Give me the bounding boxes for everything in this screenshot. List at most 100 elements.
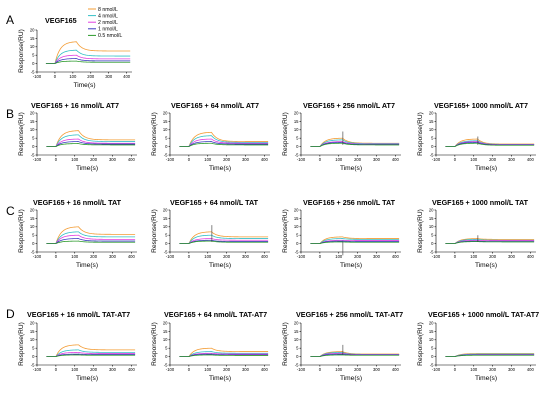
y-tick-label: 20 [30, 320, 35, 325]
y-tick-label: 0 [296, 354, 299, 359]
x-tick-label: -100 [432, 367, 441, 372]
panel-title: VEGF165 + 16 nmol/L TAT [33, 198, 122, 207]
y-axis-label: Response(RU) [18, 112, 25, 156]
x-axis-label: Time(s) [73, 82, 95, 89]
x-tick-label: 200 [223, 157, 231, 162]
panel-title: VEGF165 [45, 16, 77, 25]
y-tick-label: -5 [295, 362, 299, 367]
chart-panel: C VEGF165 + 16 nmol/L TAT -5 0 5 10 15 20 -100 0 1… [6, 198, 137, 269]
series-line-0-5-nmol-l [445, 241, 535, 244]
x-tick-label: 100 [71, 254, 79, 259]
x-tick-label: 200 [354, 367, 362, 372]
chart-panel: B VEGF165 + 16 nmol/L AT7 -5 0 5 10 15 20 -100 0 1… [6, 101, 137, 172]
panel-title: VEGF165 + 256 nmol/L TAT [303, 198, 396, 207]
x-tick-label: -100 [33, 74, 42, 79]
x-tick-label: 300 [105, 74, 113, 79]
x-tick-label: 0 [55, 367, 58, 372]
x-tick-label: 200 [223, 254, 231, 259]
y-axis-label: Response(RU) [151, 209, 158, 253]
y-tick-label: 20 [30, 27, 35, 32]
x-tick-label: 100 [71, 367, 79, 372]
x-axis-label: Time(s) [340, 262, 362, 269]
y-tick-label: 20 [30, 110, 35, 115]
y-tick-label: 0 [32, 144, 35, 149]
y-axis-label: Response(RU) [18, 29, 25, 73]
series-line-4-nmol-l [179, 234, 269, 244]
y-tick-label: 10 [429, 127, 434, 132]
x-tick-label: 0 [319, 254, 322, 259]
x-tick-label: -100 [166, 254, 175, 259]
legend: 8 nmol/L4 nmol/L2 nmol/L1 nmol/L0.5 nmol… [88, 7, 122, 39]
y-tick-label: 20 [294, 320, 299, 325]
x-tick-label: -100 [33, 367, 42, 372]
y-tick-label: -5 [31, 362, 35, 367]
y-tick-label: 0 [165, 354, 168, 359]
series-line-8-nmol-l [46, 130, 136, 147]
x-tick-label: 400 [128, 254, 136, 259]
x-tick-label: 100 [335, 367, 343, 372]
y-tick-label: 5 [431, 136, 434, 141]
x-tick-label: 200 [354, 254, 362, 259]
x-tick-label: 300 [508, 254, 516, 259]
y-tick-label: -5 [430, 362, 434, 367]
y-tick-label: 0 [165, 241, 168, 246]
x-tick-label: -100 [297, 367, 306, 372]
y-tick-label: 5 [32, 53, 35, 58]
y-tick-label: -5 [295, 152, 299, 157]
x-tick-label: 400 [392, 157, 400, 162]
y-axis-label: Response(RU) [282, 322, 289, 366]
y-tick-label: 10 [163, 337, 168, 342]
y-tick-label: 5 [431, 346, 434, 351]
x-tick-label: 200 [489, 254, 497, 259]
x-tick-label: 200 [489, 157, 497, 162]
legend-label: 2 nmol/L [98, 20, 118, 26]
series-line-8-nmol-l [179, 131, 269, 147]
y-tick-label: 0 [431, 144, 434, 149]
series-line-4-nmol-l [46, 231, 136, 244]
y-tick-label: 15 [294, 329, 299, 334]
x-tick-label: 200 [354, 157, 362, 162]
x-tick-label: 400 [261, 157, 269, 162]
chart-panel: VEGF165 + 1000 nmol/L TAT -5 0 5 10 15 20 -100 0… [417, 198, 536, 269]
series-line-0-5-nmol-l [179, 142, 269, 147]
y-tick-label: 5 [431, 233, 434, 238]
x-tick-label: 300 [242, 157, 250, 162]
y-tick-label: 15 [429, 329, 434, 334]
legend-label: 4 nmol/L [98, 13, 118, 19]
x-tick-label: -100 [33, 254, 42, 259]
y-tick-label: 15 [163, 216, 168, 221]
panel-label: B [6, 107, 14, 121]
series-line-1-nmol-l [179, 353, 269, 357]
y-tick-label: 10 [294, 337, 299, 342]
series-line-4-nmol-l [45, 49, 131, 64]
series-line-2-nmol-l [46, 138, 136, 147]
series-line-1-nmol-l [46, 141, 136, 147]
panel-title: VEGF165 + 16 nmol/L TAT-AT7 [27, 310, 130, 319]
y-axis-label: Response(RU) [151, 322, 158, 366]
x-tick-label: 100 [470, 367, 478, 372]
x-tick-label: 0 [188, 254, 191, 259]
x-tick-label: -100 [33, 157, 42, 162]
series-line-8-nmol-l [45, 41, 131, 64]
y-tick-label: 10 [294, 224, 299, 229]
x-tick-label: 400 [123, 74, 131, 79]
series-line-0-5-nmol-l [46, 240, 136, 244]
y-tick-label: -5 [164, 152, 168, 157]
series-line-8-nmol-l [179, 347, 269, 357]
x-tick-label: 0 [55, 254, 58, 259]
series-line-0-5-nmol-l [46, 354, 136, 357]
series-line-8-nmol-l [179, 231, 269, 244]
y-tick-label: -5 [31, 152, 35, 157]
series-line-4-nmol-l [46, 134, 136, 147]
chart-panel: VEGF165 + 1000 nmol/L TAT-AT7 -5 0 5 10 15 20 -… [417, 310, 539, 382]
y-tick-label: 15 [294, 216, 299, 221]
series-line-8-nmol-l [310, 236, 400, 244]
series-line-1-nmol-l [310, 240, 400, 244]
y-axis-label: Response(RU) [417, 209, 424, 253]
y-axis-label: Response(RU) [18, 322, 25, 366]
series-line-2-nmol-l [46, 234, 136, 244]
x-tick-label: 300 [109, 157, 117, 162]
x-axis-label: Time(s) [76, 375, 98, 382]
x-axis-label: Time(s) [475, 262, 497, 269]
